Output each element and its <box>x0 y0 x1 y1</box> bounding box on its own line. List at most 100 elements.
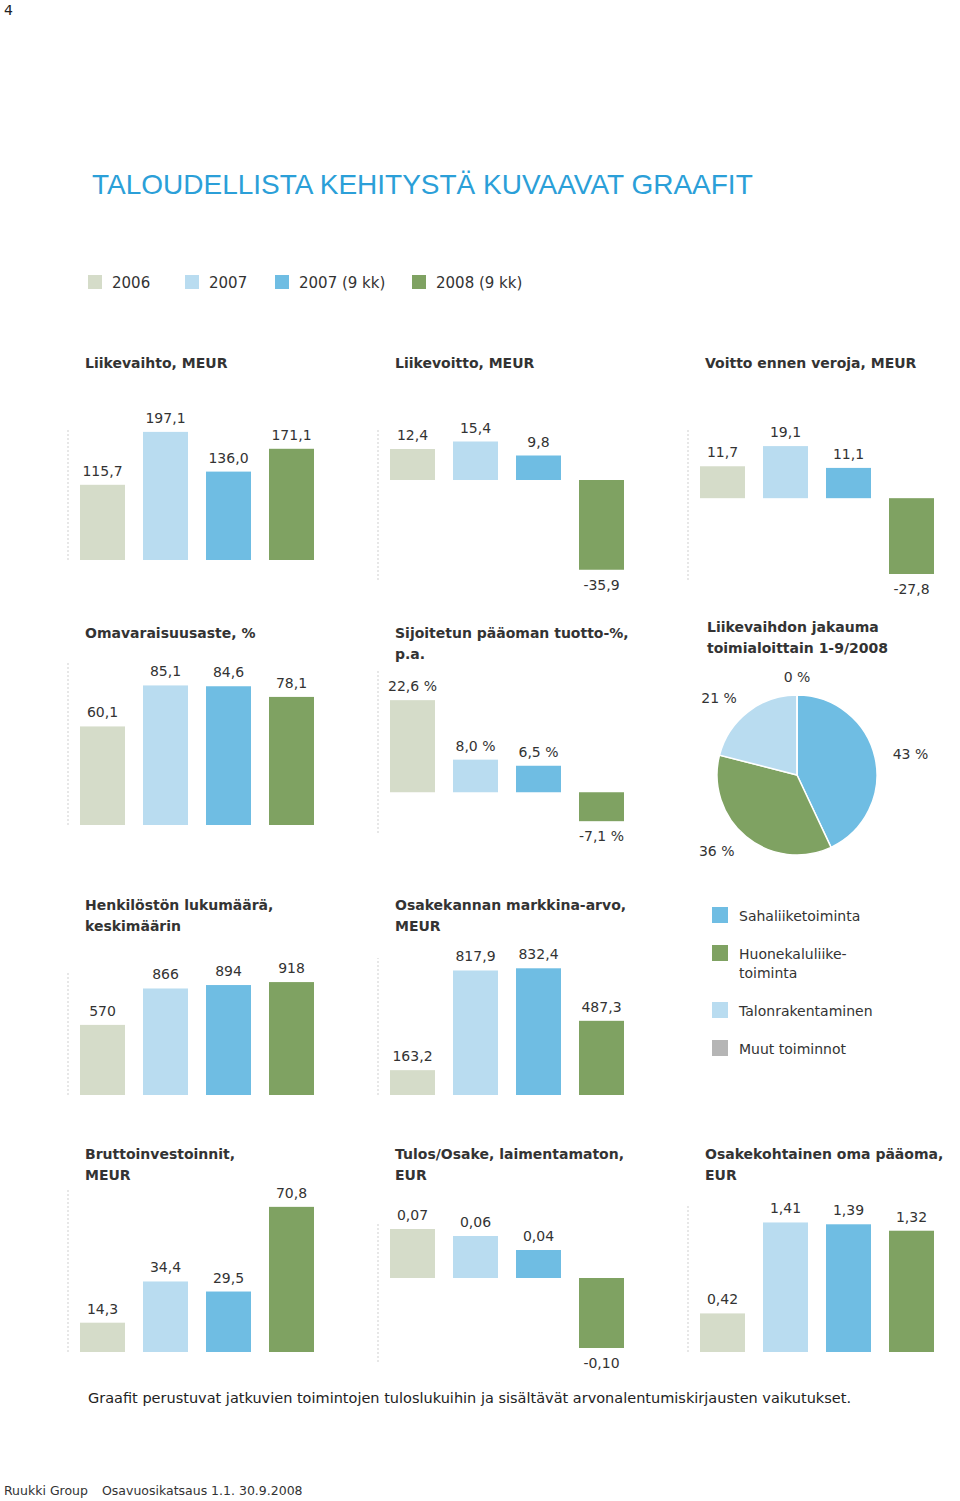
text-line: 1,39 <box>833 1202 864 1218</box>
text-line: 115,7 <box>82 463 122 479</box>
text-line: 85,1 <box>150 663 181 679</box>
bar <box>80 485 125 560</box>
pie-slice <box>720 695 797 775</box>
text-line: Henkilöstön lukumäärä, <box>85 897 273 913</box>
data-label: 84,6 <box>213 664 244 680</box>
legend-label: Huonekaluliike-toiminta <box>739 946 847 981</box>
text-line: toiminta <box>739 965 797 981</box>
text-line: Osakekohtainen oma pääoma, <box>705 1146 943 1162</box>
text-line: 0,07 <box>397 1207 428 1223</box>
bar <box>390 1070 435 1095</box>
bar-chart: Osakekannan markkina-arvo,MEUR163,2817,9… <box>378 897 626 1095</box>
data-label: 115,7 <box>82 463 122 479</box>
data-label: 0,42 <box>707 1291 738 1307</box>
bar <box>700 466 745 498</box>
text-line: 9,8 <box>527 434 549 450</box>
text-line: 60,1 <box>87 704 118 720</box>
text-line: TALOUDELLISTA KEHITYSTÄ KUVAAVAT GRAAFIT <box>92 169 753 200</box>
value-axis <box>688 430 689 580</box>
text-line: -35,9 <box>583 577 619 593</box>
value-axis <box>68 1188 69 1352</box>
bar-chart: Voitto ennen veroja, MEUR11,719,111,1-27… <box>688 355 934 597</box>
data-label: -27,8 <box>893 581 929 597</box>
data-label: 12,4 <box>397 427 428 443</box>
legend-label: Talonrakentaminen <box>738 1003 873 1019</box>
bar <box>269 982 314 1095</box>
bar <box>80 726 125 825</box>
bar <box>700 1313 745 1352</box>
bar <box>269 1207 314 1352</box>
chart-title: Liikevaihdon jakaumatoimialoittain 1-9/2… <box>707 619 888 656</box>
bar <box>206 985 251 1095</box>
legend-swatch <box>712 1040 728 1056</box>
text-line: 6,5 % <box>518 744 558 760</box>
bar <box>826 468 871 498</box>
text-line: Osavuosikatsaus 1.1. 30.9.2008 <box>102 1483 303 1498</box>
data-label: 866 <box>152 966 179 982</box>
data-label: 60,1 <box>87 704 118 720</box>
chart-title: Voitto ennen veroja, MEUR <box>705 355 917 371</box>
legend-swatch <box>712 945 728 961</box>
text-line: 19,1 <box>770 424 801 440</box>
text-line: -0,10 <box>583 1355 619 1371</box>
text-line: 2007 <box>209 274 247 292</box>
bar <box>453 1236 498 1278</box>
bar <box>453 970 498 1095</box>
chart-title: Sijoitetun pääoman tuotto-%,p.a. <box>395 625 629 662</box>
text-line: 12,4 <box>397 427 428 443</box>
text-line: 817,9 <box>455 948 495 964</box>
text-line: 2007 (9 kk) <box>299 274 385 292</box>
text-line: Bruttoinvestoinnit, <box>85 1146 235 1162</box>
text-line: Muut toiminnot <box>739 1041 847 1057</box>
text-line: 894 <box>215 963 242 979</box>
value-axis <box>68 430 69 560</box>
bar <box>206 1292 251 1352</box>
text-line: 0,42 <box>707 1291 738 1307</box>
bar-chart: Liikevaihto, MEUR115,7197,1136,0171,1 <box>68 355 314 560</box>
bar <box>390 1229 435 1278</box>
bar <box>80 1025 125 1095</box>
text-line: 8,0 % <box>455 738 495 754</box>
text-line: Omavaraisuusaste, % <box>85 625 255 641</box>
legend-swatch <box>88 275 102 289</box>
bars <box>390 700 624 821</box>
footer: Osavuosikatsaus 1.1. 30.9.2008 <box>102 1483 303 1498</box>
text-line: 136,0 <box>208 450 248 466</box>
pie-chart: Liikevaihdon jakaumatoimialoittain 1-9/2… <box>699 619 928 1057</box>
data-label: 487,3 <box>581 999 621 1015</box>
chart-title: Tulos/Osake, laimentamaton,EUR <box>395 1146 624 1183</box>
data-label: 1,39 <box>833 1202 864 1218</box>
text-line: 29,5 <box>213 1270 244 1286</box>
legend-swatch <box>712 907 728 923</box>
bar <box>516 456 561 481</box>
footer: Ruukki Group <box>4 1483 88 1498</box>
text-line: Liikevaihdon jakauma <box>707 619 879 635</box>
text-line: Voitto ennen veroja, MEUR <box>705 355 917 371</box>
data-label: 197,1 <box>145 410 185 426</box>
bars <box>80 432 314 560</box>
data-label: 70,8 <box>276 1185 307 1201</box>
page: 4 TALOUDELLISTA KEHITYSTÄ KUVAAVAT GRAAFI… <box>0 0 960 1501</box>
data-label: 1,32 <box>896 1209 927 1225</box>
bar-chart: Tulos/Osake, laimentamaton,EUR0,070,060,… <box>378 1146 624 1371</box>
text-line: Sahaliiketoiminta <box>739 908 860 924</box>
text-line: 21 % <box>701 690 737 706</box>
bar-chart: Sijoitetun pääoman tuotto-%,p.a.22,6 %8,… <box>378 625 629 844</box>
data-label: 85,1 <box>150 663 181 679</box>
text-line: 163,2 <box>392 1048 432 1064</box>
bars <box>390 1229 624 1348</box>
legend-swatch <box>412 275 426 289</box>
text-line: 832,4 <box>518 946 558 962</box>
data-label: 14,3 <box>87 1301 118 1317</box>
bar <box>390 700 435 792</box>
text-line: 570 <box>89 1003 116 1019</box>
text-line: 78,1 <box>276 675 307 691</box>
data-label: 11,1 <box>833 446 864 462</box>
bar-chart: Omavaraisuusaste, % 60,1 85,1 84,6 78,1 <box>68 625 314 825</box>
bar <box>826 1224 871 1352</box>
legend-swatch <box>275 275 289 289</box>
text-line: Graafit perustuvat jatkuvien toimintojen… <box>88 1390 851 1406</box>
data-label: 43 % <box>893 746 929 762</box>
bars <box>80 1207 314 1352</box>
page-number: 4 <box>4 2 13 18</box>
